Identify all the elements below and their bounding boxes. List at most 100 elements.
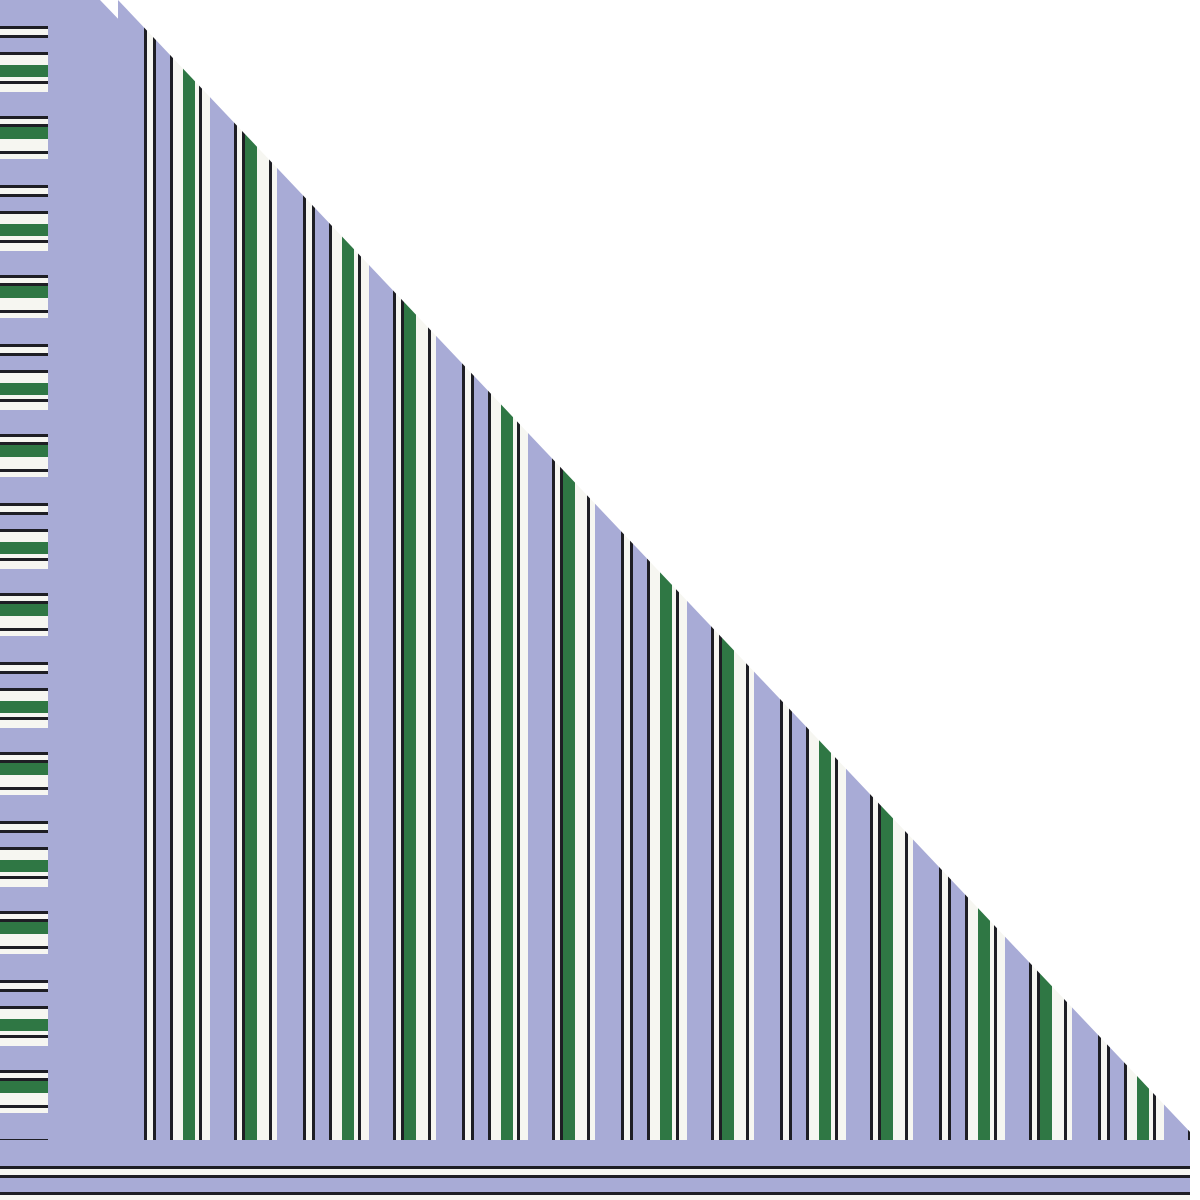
stripe bbox=[0, 457, 50, 469]
stripe bbox=[0, 628, 50, 631]
stripe bbox=[401, 0, 404, 1140]
stripe bbox=[0, 1169, 1190, 1175]
stripe bbox=[0, 728, 50, 752]
stripe bbox=[650, 0, 660, 1140]
stripe bbox=[0, 1113, 50, 1139]
stripe bbox=[0, 636, 50, 662]
stripe bbox=[0, 1031, 50, 1035]
stripe bbox=[0, 92, 50, 116]
stripe bbox=[144, 0, 147, 1140]
stripe bbox=[0, 347, 50, 353]
stripe bbox=[0, 542, 50, 554]
stripe bbox=[0, 286, 50, 298]
stripe bbox=[0, 1038, 50, 1046]
stripe bbox=[0, 197, 50, 211]
stripe bbox=[396, 0, 401, 1140]
stripe bbox=[0, 980, 50, 983]
stripe bbox=[0, 154, 50, 159]
stripe bbox=[0, 1192, 1190, 1195]
stripe bbox=[0, 847, 50, 850]
stripe bbox=[0, 569, 50, 593]
stripe bbox=[0, 1166, 1190, 1169]
stripe bbox=[0, 194, 50, 197]
stripe bbox=[0, 787, 50, 790]
stripe bbox=[0, 310, 50, 313]
stripe bbox=[0, 763, 50, 775]
stripe bbox=[0, 119, 50, 124]
stripe bbox=[0, 631, 50, 636]
stripe bbox=[147, 0, 153, 1140]
stripe bbox=[0, 1108, 50, 1113]
stripe bbox=[465, 0, 471, 1140]
stripe bbox=[242, 0, 245, 1140]
stripe bbox=[0, 775, 50, 787]
stripe bbox=[202, 0, 210, 1140]
stripe bbox=[0, 275, 50, 278]
stripe bbox=[0, 445, 50, 457]
stripe bbox=[0, 593, 50, 596]
stripe bbox=[269, 0, 272, 1140]
stripe bbox=[0, 1175, 1190, 1178]
stripe bbox=[0, 1195, 1190, 1200]
stripe bbox=[0, 1070, 50, 1073]
stripe bbox=[0, 383, 50, 395]
stripe bbox=[0, 81, 50, 84]
stripe bbox=[0, 84, 50, 92]
stripe bbox=[0, 688, 50, 691]
stripe bbox=[315, 0, 329, 1140]
stripe bbox=[0, 561, 50, 569]
stripe bbox=[0, 0, 50, 26]
stripe bbox=[0, 604, 50, 616]
stripe bbox=[118, 0, 144, 1140]
stripe bbox=[0, 946, 50, 949]
stripe bbox=[0, 278, 50, 283]
stripe bbox=[0, 1009, 50, 1019]
stripe bbox=[245, 0, 257, 1140]
stripe bbox=[0, 395, 50, 399]
stripe bbox=[0, 601, 50, 604]
stripe bbox=[153, 0, 156, 1140]
stripe bbox=[0, 879, 50, 887]
stripe bbox=[0, 1006, 50, 1009]
stripe bbox=[0, 860, 50, 872]
stripe bbox=[0, 992, 50, 1006]
stripe bbox=[342, 0, 354, 1140]
stripe bbox=[0, 512, 50, 515]
stripe bbox=[0, 1073, 50, 1078]
stripe bbox=[0, 720, 50, 728]
stripe bbox=[0, 949, 50, 954]
stripe bbox=[0, 65, 50, 77]
stripe bbox=[624, 0, 630, 1140]
stripe bbox=[0, 188, 50, 194]
stripe bbox=[0, 26, 50, 29]
stripe bbox=[0, 934, 50, 946]
stripe bbox=[0, 558, 50, 561]
stripe bbox=[0, 353, 50, 356]
stripe bbox=[0, 29, 50, 35]
stripe bbox=[555, 0, 560, 1140]
stripe bbox=[0, 402, 50, 410]
stripe bbox=[0, 876, 50, 879]
stripe bbox=[0, 434, 50, 437]
stripe bbox=[306, 0, 312, 1140]
stripe bbox=[0, 139, 50, 151]
stripe bbox=[199, 0, 202, 1140]
stripe bbox=[471, 0, 474, 1140]
stripe bbox=[590, 0, 595, 1140]
stripe bbox=[0, 159, 50, 185]
stripe bbox=[0, 1046, 50, 1070]
stripe bbox=[0, 313, 50, 318]
stripe bbox=[560, 0, 563, 1140]
stripe bbox=[0, 214, 50, 224]
stripe bbox=[462, 0, 465, 1140]
stripe bbox=[332, 0, 342, 1140]
stripe bbox=[0, 38, 50, 52]
stripe bbox=[234, 0, 237, 1140]
stripe bbox=[0, 665, 50, 671]
stripe bbox=[0, 370, 50, 373]
stripe bbox=[0, 911, 50, 914]
stripe bbox=[0, 251, 50, 275]
stripe bbox=[358, 0, 361, 1140]
stripe bbox=[587, 0, 590, 1140]
